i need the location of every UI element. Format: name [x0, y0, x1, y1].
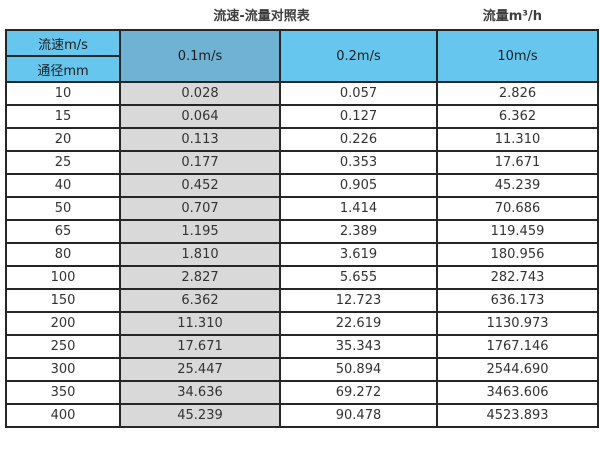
dn-cell: 350: [5, 380, 121, 405]
table-body: 10 0.028 0.057 2.826 15 0.064 0.127 6.36…: [5, 81, 599, 428]
table-row: 350 34.636 69.272 3463.606: [5, 380, 599, 405]
value-cell-0-2ms: 0.127: [279, 104, 438, 129]
value-cell-0-2ms: 0.905: [279, 173, 438, 198]
dn-cell: 400: [5, 403, 121, 428]
header-col-0-2ms: 0.2m/s: [279, 29, 438, 83]
dn-cell: 65: [5, 219, 121, 244]
dn-cell: 40: [5, 173, 121, 198]
value-cell-0-2ms: 35.343: [279, 334, 438, 359]
value-cell-10ms: 3463.606: [436, 380, 599, 405]
table-row: 100 2.827 5.655 282.743: [5, 265, 599, 290]
value-cell-0-1ms: 45.239: [119, 403, 281, 428]
value-cell-0-1ms: 0.064: [119, 104, 281, 129]
value-cell-0-1ms: 0.452: [119, 173, 281, 198]
flow-unit-label: 流量m³/h: [482, 9, 543, 24]
table-row: 40 0.452 0.905 45.239: [5, 173, 599, 198]
value-cell-0-1ms: 11.310: [119, 311, 281, 336]
value-cell-10ms: 11.310: [436, 127, 599, 152]
value-cell-10ms: 180.956: [436, 242, 599, 267]
header-flow-velocity: 流速m/s: [5, 29, 121, 57]
value-cell-0-1ms: 1.810: [119, 242, 281, 267]
dn-cell: 25: [5, 150, 121, 175]
value-cell-10ms: 17.671: [436, 150, 599, 175]
value-cell-0-2ms: 1.414: [279, 196, 438, 221]
dn-cell: 150: [5, 288, 121, 313]
table-header: 流速m/s 0.1m/s 0.2m/s 10m/s 通径mm: [5, 29, 599, 83]
title-bar: 流速-流量对照表 流量m³/h: [0, 0, 600, 29]
dn-cell: 10: [5, 81, 121, 106]
header-diameter: 通径mm: [5, 55, 121, 83]
dn-cell: 200: [5, 311, 121, 336]
value-cell-0-1ms: 6.362: [119, 288, 281, 313]
value-cell-10ms: 1767.146: [436, 334, 599, 359]
value-cell-0-1ms: 17.671: [119, 334, 281, 359]
header-col-10ms: 10m/s: [436, 29, 599, 83]
table-row: 25 0.177 0.353 17.671: [5, 150, 599, 175]
value-cell-0-1ms: 0.113: [119, 127, 281, 152]
value-cell-10ms: 45.239: [436, 173, 599, 198]
table-row: 80 1.810 3.619 180.956: [5, 242, 599, 267]
value-cell-0-1ms: 1.195: [119, 219, 281, 244]
table-row: 400 45.239 90.478 4523.893: [5, 403, 599, 428]
header-row-top: 流速m/s 0.1m/s 0.2m/s 10m/s: [5, 29, 599, 83]
table-row: 65 1.195 2.389 119.459: [5, 219, 599, 244]
value-cell-0-2ms: 0.353: [279, 150, 438, 175]
value-cell-0-1ms: 0.177: [119, 150, 281, 175]
value-cell-0-2ms: 0.226: [279, 127, 438, 152]
value-cell-10ms: 282.743: [436, 265, 599, 290]
value-cell-10ms: 6.362: [436, 104, 599, 129]
value-cell-0-2ms: 50.894: [279, 357, 438, 382]
value-cell-0-1ms: 0.028: [119, 81, 281, 106]
flow-rate-table: 流速m/s 0.1m/s 0.2m/s 10m/s 通径mm 10 0.028 …: [5, 29, 599, 428]
table-row: 250 17.671 35.343 1767.146: [5, 334, 599, 359]
value-cell-0-1ms: 34.636: [119, 380, 281, 405]
dn-cell: 15: [5, 104, 121, 129]
table-row: 300 25.447 50.894 2544.690: [5, 357, 599, 382]
value-cell-0-2ms: 2.389: [279, 219, 438, 244]
dn-cell: 20: [5, 127, 121, 152]
dn-cell: 50: [5, 196, 121, 221]
dn-cell: 80: [5, 242, 121, 267]
table-row: 15 0.064 0.127 6.362: [5, 104, 599, 129]
value-cell-0-2ms: 0.057: [279, 81, 438, 106]
value-cell-10ms: 2.826: [436, 81, 599, 106]
value-cell-0-2ms: 22.619: [279, 311, 438, 336]
value-cell-10ms: 2544.690: [436, 357, 599, 382]
dn-cell: 300: [5, 357, 121, 382]
table-row: 200 11.310 22.619 1130.973: [5, 311, 599, 336]
value-cell-10ms: 636.173: [436, 288, 599, 313]
value-cell-0-1ms: 2.827: [119, 265, 281, 290]
dn-cell: 100: [5, 265, 121, 290]
dn-cell: 250: [5, 334, 121, 359]
value-cell-0-2ms: 90.478: [279, 403, 438, 428]
header-row-bottom: 通径mm: [5, 55, 598, 83]
page-title: 流速-流量对照表: [213, 9, 310, 24]
value-cell-0-1ms: 0.707: [119, 196, 281, 221]
value-cell-10ms: 1130.973: [436, 311, 599, 336]
value-cell-0-2ms: 5.655: [279, 265, 438, 290]
value-cell-0-2ms: 3.619: [279, 242, 438, 267]
table-row: 50 0.707 1.414 70.686: [5, 196, 599, 221]
table-row: 20 0.113 0.226 11.310: [5, 127, 599, 152]
value-cell-0-1ms: 25.447: [119, 357, 281, 382]
table-row: 10 0.028 0.057 2.826: [5, 81, 599, 106]
value-cell-10ms: 119.459: [436, 219, 599, 244]
value-cell-10ms: 70.686: [436, 196, 599, 221]
table-row: 150 6.362 12.723 636.173: [5, 288, 599, 313]
value-cell-0-2ms: 12.723: [279, 288, 438, 313]
value-cell-10ms: 4523.893: [436, 403, 599, 428]
value-cell-0-2ms: 69.272: [279, 380, 438, 405]
header-col-0-1ms: 0.1m/s: [119, 29, 281, 83]
